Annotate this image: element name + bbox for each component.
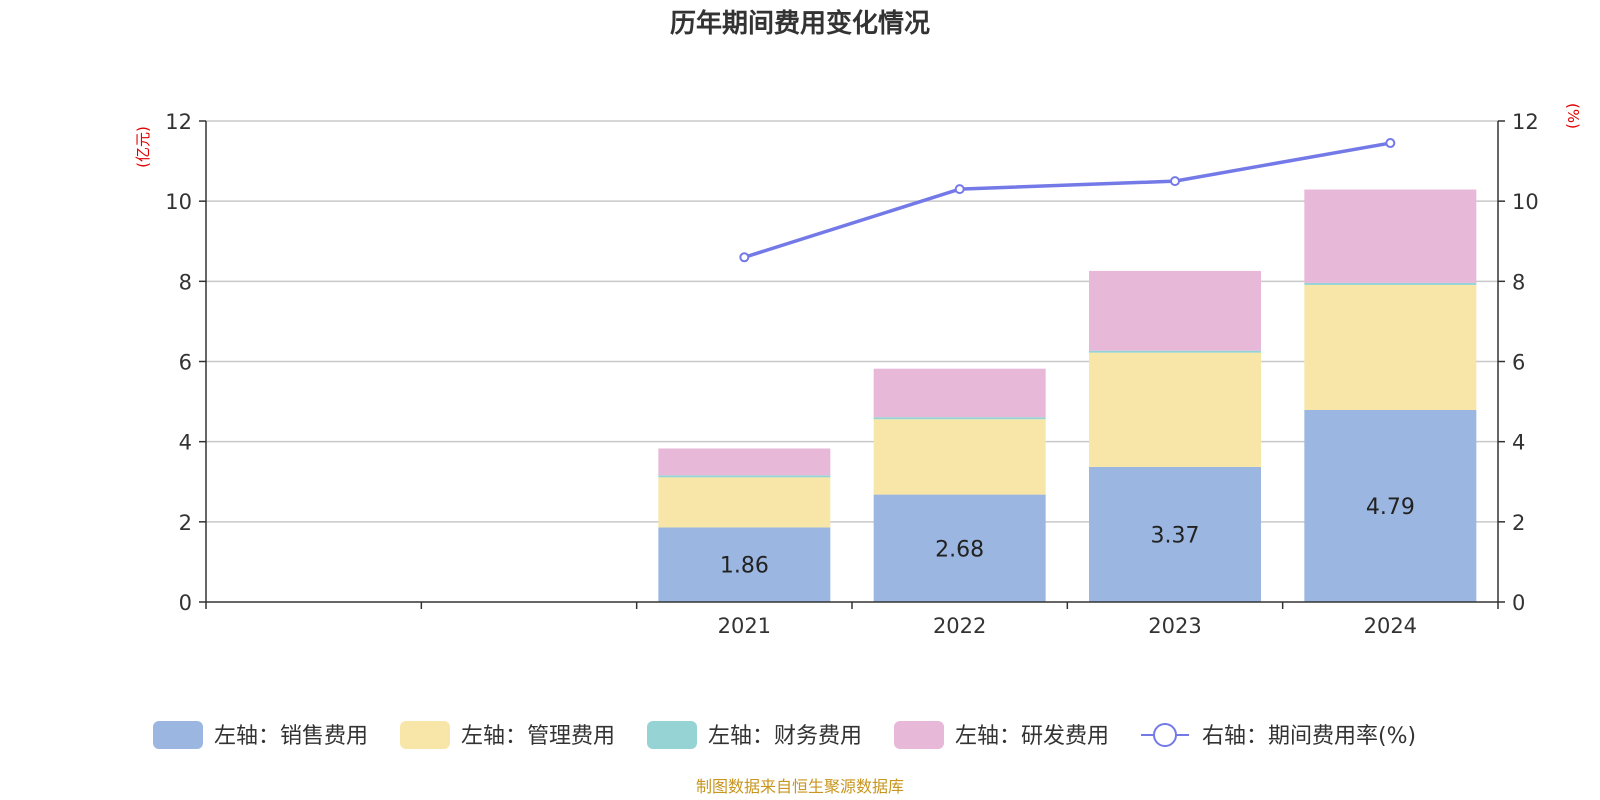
legend-swatch (894, 721, 944, 749)
left-tick-label: 8 (179, 270, 192, 294)
legend-marker-swatch (1153, 723, 1177, 747)
bar-segment (873, 417, 1046, 420)
bar-segment (1304, 189, 1477, 283)
bar-segment (1304, 284, 1477, 411)
right-tick-label: 0 (1512, 591, 1525, 615)
gridlines (206, 120, 1498, 523)
bar-segment (658, 477, 831, 528)
bar-segment (1304, 410, 1477, 602)
bar-segment (658, 475, 831, 478)
axes: 0 2 4 6 8 10 12 0 2 4 6 8 10 12 2021 2022 2023 2024 (165, 110, 1538, 638)
bar-data-label: 2.68 (935, 537, 984, 562)
legend-swatch (647, 721, 697, 749)
legend-label: 右轴：期间费用率(%) (1202, 724, 1416, 749)
rate-line-point (954, 184, 965, 195)
x-tick-label: 2022 (933, 614, 986, 638)
legend: 左轴：销售费用 左轴：管理费用 左轴：财务费用 左轴：研发费用 右轴：期间费用率(%) (153, 721, 1416, 749)
bar-segment (873, 368, 1046, 418)
left-tick-label: 4 (179, 431, 192, 455)
data-labels: 1.86 2.68 3.37 4.79 (720, 495, 1415, 579)
legend-label: 左轴：销售费用 (214, 724, 368, 749)
bar-segment (658, 448, 831, 476)
bar-segment (873, 419, 1046, 495)
right-tick-label: 4 (1512, 431, 1525, 455)
right-tick-label: 6 (1512, 351, 1525, 375)
right-tick-label: 12 (1512, 110, 1539, 134)
chart-title: 历年期间费用变化情况 (670, 8, 930, 39)
rate-line-series (739, 138, 1396, 263)
legend-label: 左轴：财务费用 (708, 724, 862, 749)
left-tick-label: 0 (179, 591, 192, 615)
right-tick-label: 8 (1512, 270, 1525, 294)
rate-line-point (1385, 138, 1396, 149)
bar-segment (1089, 466, 1261, 602)
bar-segment (1304, 282, 1477, 285)
x-tick-label: 2023 (1148, 614, 1201, 638)
source-note: 制图数据来自恒生聚源数据库 (696, 777, 904, 796)
bar-segment (1089, 270, 1261, 351)
right-tick-label: 2 (1512, 511, 1525, 535)
left-axis-unit: (亿元) (134, 126, 152, 168)
rate-line-point (1170, 176, 1180, 187)
legend-swatch (400, 721, 450, 749)
right-tick-label: 10 (1512, 190, 1539, 214)
left-tick-label: 10 (165, 190, 192, 214)
right-axis-unit: (%) (1564, 103, 1582, 129)
left-tick-label: 2 (179, 511, 192, 535)
left-tick-label: 12 (165, 110, 192, 134)
bar-data-label: 4.79 (1366, 495, 1415, 520)
rate-line (743, 141, 1391, 259)
bar-data-label: 3.37 (1151, 523, 1200, 548)
legend-label: 左轴：管理费用 (461, 724, 615, 749)
bar-series (658, 189, 1477, 602)
x-tick-label: 2021 (718, 614, 771, 638)
rate-line-point (739, 252, 750, 263)
bar-segment (1089, 350, 1261, 353)
left-tick-label: 6 (179, 351, 192, 375)
bar-data-label: 1.86 (720, 554, 769, 579)
legend-label: 左轴：研发费用 (955, 724, 1109, 749)
legend-swatch (153, 721, 203, 749)
x-tick-label: 2024 (1364, 614, 1417, 638)
bar-segment (658, 527, 831, 602)
bar-segment (1089, 352, 1261, 467)
bar-segment (873, 494, 1046, 602)
